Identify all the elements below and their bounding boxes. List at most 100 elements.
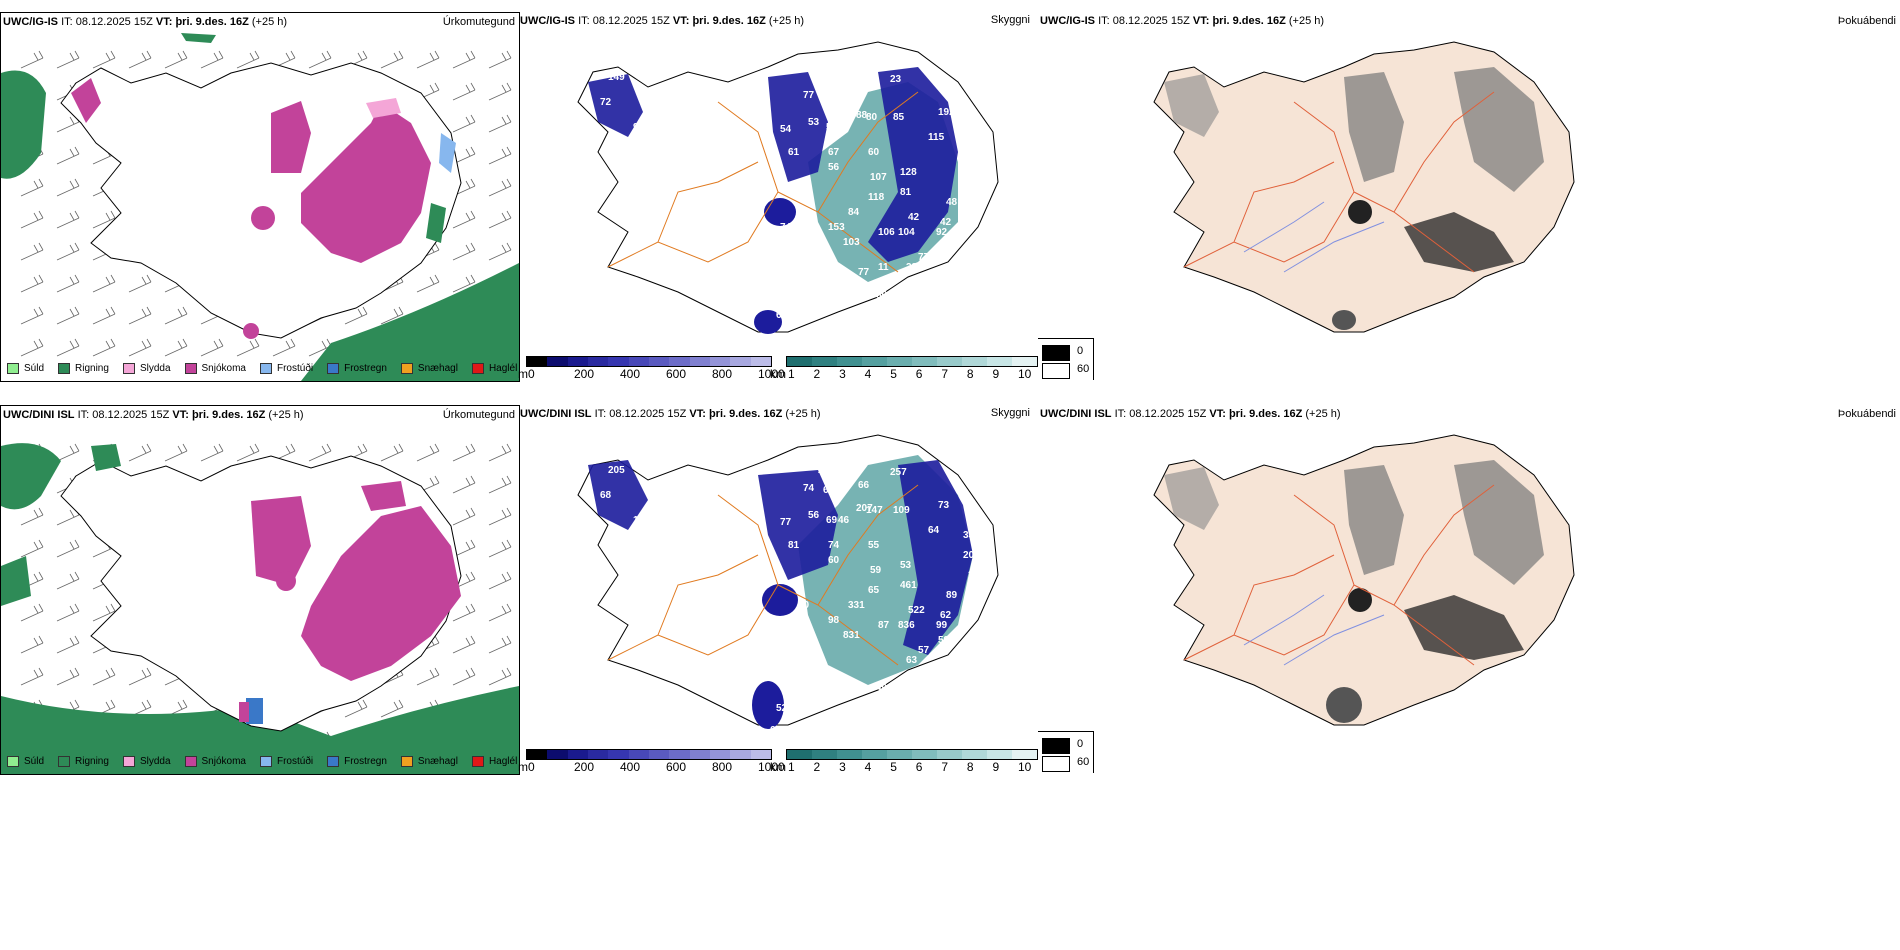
river-network [1243, 594, 1385, 666]
model-name: UWC/DINI ISL [3, 409, 75, 421]
cloudbase-value-label: 92 [936, 227, 948, 238]
colorbar-segment [689, 357, 710, 366]
snow-area [271, 101, 311, 173]
model-name: UWC/IG-IS [1040, 15, 1095, 27]
wind-barb [56, 443, 80, 462]
fog-shading [1404, 212, 1514, 272]
wind-barb [488, 178, 512, 197]
cloudbase-value-label: 128 [900, 167, 917, 178]
cloudbase-value-label: 69 [826, 515, 838, 526]
cloudbase-value-label: 77 [858, 267, 870, 278]
road-network [1183, 484, 1495, 666]
cloudbase-unit: m [518, 367, 528, 380]
colorbar-segment [887, 357, 912, 366]
colorbar-segment [608, 357, 629, 366]
road-network [607, 484, 919, 666]
colorbar-tick-label: 8 [966, 367, 974, 380]
colorbar-tick-label: 2 [813, 760, 821, 773]
it-value: 08.12.2025 15Z [592, 15, 670, 27]
wind-barb [488, 50, 512, 69]
cloudbase-value-label: 59 [870, 565, 882, 576]
cloudbase-value-label: 87 [798, 207, 810, 218]
wind-barb [92, 603, 116, 622]
wind-barb [452, 443, 476, 462]
colorbar-segment [787, 750, 812, 759]
visibility-unit: km [770, 367, 786, 380]
precip-type-title: Úrkomutegund [442, 16, 515, 28]
colorbar-segment [812, 357, 837, 366]
fog-light-swatch [1042, 756, 1070, 772]
wind-barb [56, 242, 80, 261]
wind-barb [488, 571, 512, 590]
wind-barb [20, 242, 44, 261]
wind-barb [92, 306, 116, 325]
it-value: 08.12.2025 15Z [1112, 15, 1190, 27]
wind-barb [452, 50, 476, 69]
wind-barb [20, 178, 44, 197]
precip-legend-item: Rigning [58, 755, 109, 767]
cloudbase-value-label: 99 [936, 620, 948, 631]
wind-barb [236, 443, 260, 462]
colorbar-tick-label: 1 [788, 367, 795, 380]
colorbar-tick-label: 3 [839, 367, 846, 380]
cloudbase-value-label: 201 [963, 550, 980, 561]
cloudbase-area [588, 460, 648, 530]
colorbar-segment [648, 750, 670, 759]
cloudbase-value-label: 205 [608, 465, 625, 476]
colorbar-tick-label: 5 [890, 760, 897, 773]
colorbar-segment [750, 357, 771, 366]
wind-barb [488, 242, 512, 261]
wind-barb [56, 210, 80, 229]
vt-label: VT: [1209, 408, 1226, 420]
cloudbase-labels: 149 68 72 69 98 54 61 77 72 53 52 67 56 87 88 80 23 85 192… [518, 12, 1038, 380]
snow-area [301, 506, 461, 681]
cloudbase-value-label: 56 [808, 510, 820, 521]
cloudbase-value-label: 64 [823, 485, 835, 496]
fog-shading [1454, 67, 1544, 192]
cloudbase-value-label: 85 [893, 112, 905, 123]
wind-barb [56, 667, 80, 686]
precip-panel-row2: UWC/DINI ISL IT: 08.12.2025 15Z VT: þri.… [0, 405, 520, 775]
vt-value: þri. 9.des. 16Z [708, 408, 783, 420]
colorbar-segment [567, 750, 588, 759]
cloudbase-value-label: 88 [938, 242, 950, 253]
cloudbase-value-label: 87 [878, 620, 890, 631]
cloudbase-value-label: 60 [868, 147, 880, 158]
wind-barb [416, 667, 440, 686]
it-value: 08.12.2025 15Z [609, 408, 687, 420]
vt-value: þri. 9.des. 16Z [692, 15, 766, 27]
panel-title: UWC/DINI ISL IT: 08.12.2025 15Z VT: þri.… [1040, 408, 1341, 420]
cloudbase-colorbar [526, 749, 772, 760]
cloudbase-value-label: 74 [828, 540, 840, 551]
cloudbase-value-label: 42 [940, 217, 952, 228]
vt-label: VT: [689, 408, 706, 420]
cloudbase-value-label: 109 [893, 505, 910, 516]
colorbar-segment [887, 750, 912, 759]
cloudbase-value-label: 52 [776, 703, 788, 714]
cloudbase-value-label: 53 [900, 560, 912, 571]
legend-swatch [400, 755, 413, 767]
cloudbase-value-label: 257 [890, 467, 907, 478]
visibility-ticks: 1 2 3 4 5 6 7 8 9 10 [788, 367, 1032, 380]
fog-dark-label: 0 [1077, 345, 1084, 357]
colorbar-segment [648, 357, 670, 366]
wind-barb [164, 338, 188, 357]
model-name: UWC/DINI ISL [520, 408, 592, 420]
legend-label: Frostúði [276, 755, 314, 767]
wind-barb [56, 539, 80, 558]
cloudbase-value-label: 74 [780, 222, 792, 233]
colorbar-segment [547, 357, 568, 366]
snow-area [243, 323, 259, 339]
legend-label: Haglél [488, 755, 518, 767]
colorbar-tick-label: 600 [666, 760, 687, 773]
wind-barb [416, 443, 440, 462]
frost-drizzle-area [439, 133, 456, 173]
wind-barb [20, 667, 44, 686]
wind-barb [452, 635, 476, 654]
it-label: IT: [77, 409, 90, 421]
cloudbase-value-label: 72 [600, 97, 612, 108]
cloudbase-value-label: 118 [868, 192, 885, 203]
legend-swatch [327, 362, 340, 374]
precip-map-row2 [1, 443, 519, 774]
wind-barb [488, 667, 512, 686]
